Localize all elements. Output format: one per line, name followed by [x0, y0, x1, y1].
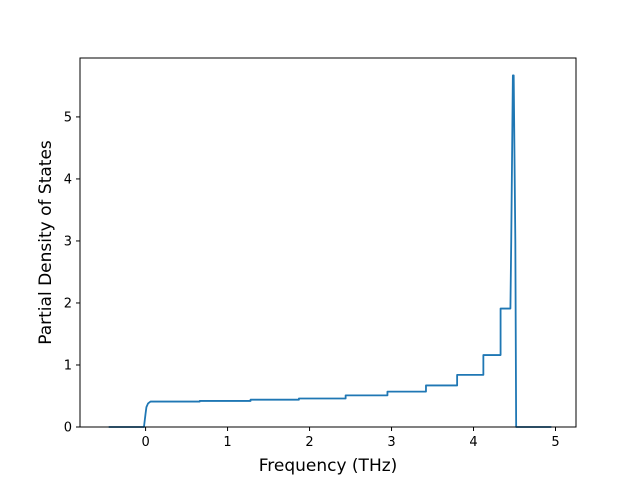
y-tick-label: 0 — [64, 421, 72, 436]
x-tick-label: 2 — [305, 435, 313, 450]
y-tick-label: 5 — [64, 110, 72, 125]
x-ticks: 0 1 2 3 4 5 — [141, 427, 560, 450]
y-tick-label: 1 — [64, 358, 72, 373]
y-tick-label: 2 — [64, 296, 72, 311]
y-axis-label: Partial Density of States — [36, 140, 56, 345]
x-tick-label: 4 — [469, 435, 477, 450]
plot-area — [80, 58, 576, 427]
x-tick-label: 5 — [551, 435, 559, 450]
axes-frame — [79, 57, 577, 428]
y-ticks: 0 1 2 3 4 5 — [64, 110, 80, 436]
x-axis-label: Frequency (THz) — [259, 456, 398, 476]
x-tick-label: 1 — [223, 435, 231, 450]
y-tick-label: 3 — [64, 234, 72, 249]
x-tick-label: 3 — [387, 435, 395, 450]
pdos-series-line-0 — [108, 74, 552, 428]
x-tick-label: 0 — [141, 435, 149, 450]
series-layer — [108, 74, 552, 428]
y-tick-label: 4 — [64, 172, 72, 187]
